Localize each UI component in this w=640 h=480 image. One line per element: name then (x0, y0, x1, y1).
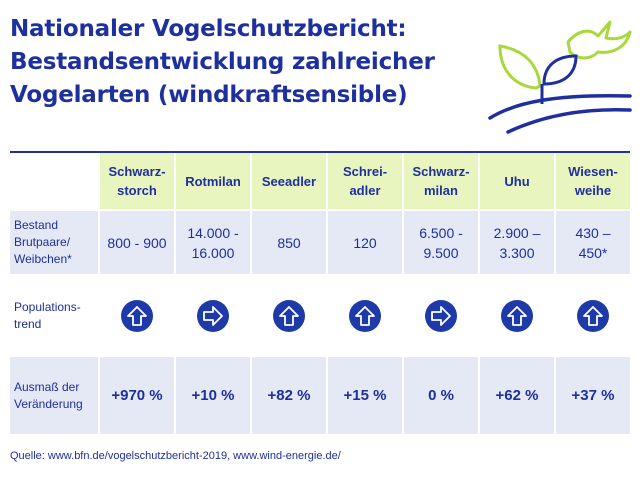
species-header: Schrei-adler (326, 153, 402, 209)
species-name: Schwarz- (412, 164, 470, 179)
species-name-cont: storch (117, 183, 157, 198)
species-name-cont: adler (349, 183, 381, 198)
species-name: Uhu (504, 173, 530, 189)
row-label-line: Bestand (14, 218, 59, 232)
change-cell: +10 % (174, 357, 250, 434)
change-cell: +15 % (326, 357, 402, 434)
trend-cell (98, 283, 174, 349)
table-row-change: Ausmaß der Veränderung +970 % +10 % +82 … (10, 357, 630, 434)
page-title: Nationaler Vogelschutzbericht: Bestandse… (10, 13, 480, 112)
species-header: Wiesen-weihe (554, 153, 630, 209)
arrow-up-icon (273, 300, 305, 332)
bestand-value-cont: 450* (578, 244, 608, 261)
table-row-bestand: Bestand Brutpaare/ Weibchen* 800 - 900 1… (10, 211, 630, 274)
source-note: Quelle: www.bfn.de/vogelschutzbericht-20… (10, 450, 341, 462)
table-row-trend: Populations- trend (10, 283, 630, 349)
species-name: Schwarz- (108, 164, 166, 179)
arrow-up-icon (121, 300, 153, 332)
row-label-line: Ausmaß der (14, 379, 80, 394)
row-label-line: trend (14, 317, 42, 331)
bestand-cell: 120 (326, 211, 402, 274)
bestand-value: 800 - 900 (107, 234, 167, 251)
bestand-value-cont: 3.300 (499, 244, 535, 261)
row-label-bestand: Bestand Brutpaare/ Weibchen* (10, 211, 98, 274)
bird-population-table: Schwarz-storch Rotmilan Seeadler Schrei-… (10, 151, 630, 434)
change-cell: +82 % (250, 357, 326, 434)
table-header-row: Schwarz-storch Rotmilan Seeadler Schrei-… (10, 153, 630, 209)
change-cell: +37 % (554, 357, 630, 434)
species-name: Rotmilan (185, 173, 241, 189)
row-label-change: Ausmaß der Veränderung (10, 357, 98, 434)
species-name: Seeadler (261, 173, 317, 189)
species-header: Uhu (478, 153, 554, 209)
arrow-up-icon (577, 300, 609, 332)
bird-plant-landscape-icon (488, 20, 632, 134)
species-name-cont: milan (424, 183, 458, 198)
title-line-3: Vogelarten (windkraftsensible) (10, 82, 408, 108)
bestand-cell: 800 - 900 (98, 211, 174, 274)
arrow-right-icon (425, 300, 457, 332)
bestand-cell: 14.000 - 16.000 (174, 211, 250, 274)
bestand-value: 14.000 - (187, 224, 239, 241)
species-header: Schwarz-milan (402, 153, 478, 209)
bestand-value: 2.900 – (493, 224, 541, 241)
trend-cell (402, 283, 478, 349)
species-header: Schwarz-storch (98, 153, 174, 209)
bestand-value-cont: 9.500 (423, 244, 459, 261)
row-label-line: Veränderung (14, 396, 83, 411)
bestand-cell: 850 (250, 211, 326, 274)
bestand-value: 430 – (575, 224, 611, 241)
bestand-value-cont: 16.000 (191, 244, 235, 261)
change-cell: +62 % (478, 357, 554, 434)
header-empty-cell (10, 153, 98, 209)
title-line-1: Nationaler Vogelschutzbericht: (10, 16, 407, 42)
species-header: Seeadler (250, 153, 326, 209)
bestand-value: 120 (353, 234, 377, 251)
row-label-trend: Populations- trend (10, 283, 98, 349)
species-header: Rotmilan (174, 153, 250, 209)
species-name: Schrei- (342, 164, 388, 179)
arrow-up-icon (349, 300, 381, 332)
arrow-right-icon (197, 300, 229, 332)
row-label-line: Populations- (14, 300, 81, 314)
trend-cell (326, 283, 402, 349)
change-cell: +970 % (98, 357, 174, 434)
trend-cell (478, 283, 554, 349)
trend-cell (174, 283, 250, 349)
row-label-line: Brutpaare/ (14, 235, 71, 249)
species-name: Wiesen- (568, 164, 618, 179)
trend-cell (554, 283, 630, 349)
arrow-up-icon (501, 300, 533, 332)
species-name-cont: weihe (574, 183, 612, 198)
bestand-cell: 430 – 450* (554, 211, 630, 274)
bestand-cell: 6.500 - 9.500 (402, 211, 478, 274)
bestand-value: 6.500 - (419, 224, 463, 241)
bestand-value: 850 (277, 234, 301, 251)
bestand-cell: 2.900 – 3.300 (478, 211, 554, 274)
trend-cell (250, 283, 326, 349)
change-cell: 0 % (402, 357, 478, 434)
row-label-line: Weibchen* (14, 252, 72, 266)
title-line-2: Bestandsentwicklung zahlreicher (10, 49, 435, 75)
